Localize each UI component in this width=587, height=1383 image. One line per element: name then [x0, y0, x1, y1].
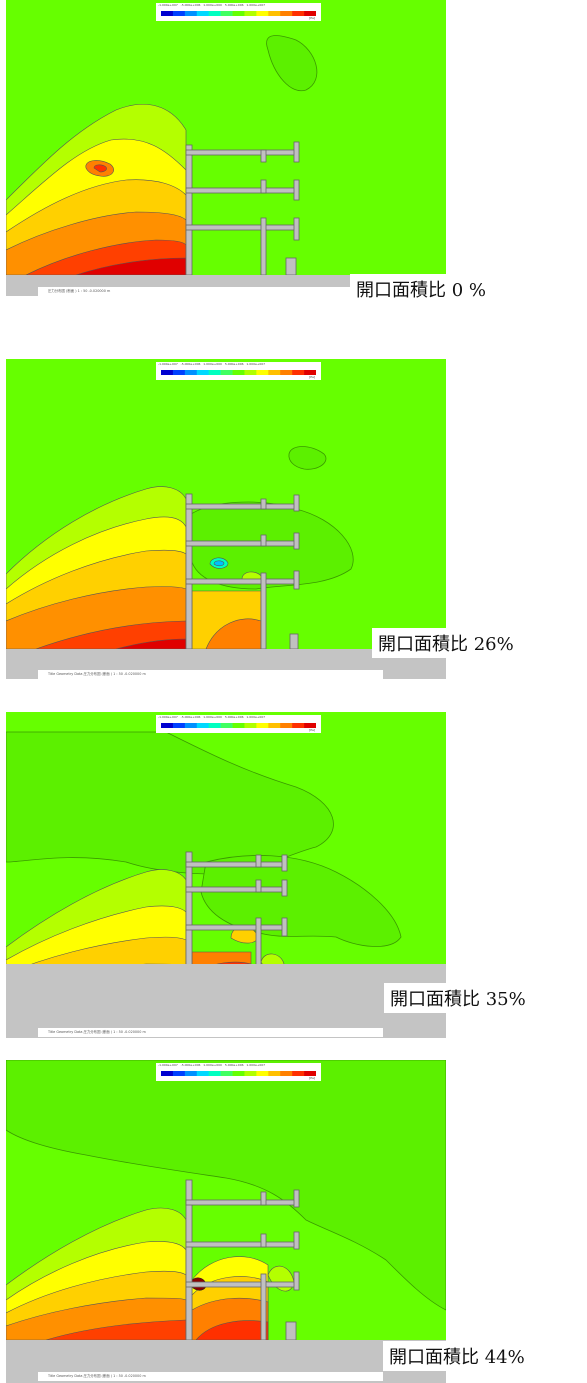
legend-swatch: [221, 723, 233, 728]
legend-swatch: [292, 370, 304, 375]
legend-swatch: [244, 370, 256, 375]
legend-swatch: [173, 370, 185, 375]
plot-footer: Title Geometry Data 圧力分布図 (断面 ) 1 : 50 -…: [38, 1028, 383, 1037]
legend-unit: [Pa]: [309, 1076, 315, 1080]
legend-swatch: [197, 723, 209, 728]
legend-swatch: [221, 11, 233, 16]
legend-swatch: [256, 723, 268, 728]
legend-swatch: [268, 370, 280, 375]
legend-color-bar: [161, 1071, 316, 1076]
legend-swatch: [268, 11, 280, 16]
simulation-panel-2: -1.000e+007 -5.000e+006 1.000e+000 5.000…: [6, 359, 446, 655]
legend-color-bar: [161, 370, 316, 375]
legend-swatch: [268, 723, 280, 728]
color-legend: -1.000e+007 -5.000e+006 1.000e+000 5.000…: [156, 715, 321, 733]
legend-swatch: [209, 11, 221, 16]
legend-swatch: [185, 723, 197, 728]
plot-footer: Title Geometry Data 圧力分布図 (断面 ) 1 : 50 -…: [38, 1372, 383, 1381]
legend-swatch: [280, 1071, 292, 1076]
legend-swatch: [161, 11, 173, 16]
simulation-panel-4: -1.000e+007 -5.000e+006 1.000e+000 5.000…: [6, 1060, 446, 1356]
legend-swatch: [244, 11, 256, 16]
legend-swatch: [233, 1071, 245, 1076]
legend-swatch: [292, 11, 304, 16]
legend-swatch: [292, 1071, 304, 1076]
pressure-contour-plot-1: [6, 0, 446, 296]
legend-swatch: [173, 723, 185, 728]
legend-swatch: [221, 1071, 233, 1076]
panel-caption-2: 開口面積比 26%: [372, 628, 520, 658]
panel-caption-4: 開口面積比 44%: [383, 1341, 531, 1371]
legend-swatch: [221, 370, 233, 375]
legend-swatch: [161, 370, 173, 375]
legend-swatch: [280, 370, 292, 375]
legend-swatch: [173, 1071, 185, 1076]
legend-swatch: [256, 1071, 268, 1076]
color-legend: -1.000e+007 -5.000e+006 1.000e+000 5.000…: [156, 362, 321, 380]
ground-strip-3: [6, 964, 446, 1038]
legend-swatch: [268, 1071, 280, 1076]
legend-swatch: [197, 11, 209, 16]
legend-swatch: [209, 1071, 221, 1076]
legend-ticks: -1.000e+007 -5.000e+006 1.000e+000 5.000…: [158, 1063, 265, 1067]
legend-ticks: -1.000e+007 -5.000e+006 1.000e+000 5.000…: [158, 3, 265, 7]
legend-swatch: [161, 723, 173, 728]
legend-swatch: [185, 11, 197, 16]
legend-swatch: [197, 370, 209, 375]
legend-ticks: -1.000e+007 -5.000e+006 1.000e+000 5.000…: [158, 362, 265, 366]
legend-swatch: [161, 1071, 173, 1076]
legend-unit: [Pa]: [309, 375, 315, 379]
plot-footer: 圧力分布図 (断面 ) 1 : 50 -0.020000 m: [38, 287, 383, 296]
panel-caption-3: 開口面積比 35%: [384, 983, 532, 1013]
legend-swatch: [233, 370, 245, 375]
legend-swatch: [233, 11, 245, 16]
color-legend: -1.000e+007 -5.000e+006 1.000e+000 5.000…: [156, 1063, 321, 1081]
legend-swatch: [209, 723, 221, 728]
legend-color-bar: [161, 11, 316, 16]
legend-swatch: [244, 1071, 256, 1076]
legend-swatch: [244, 723, 256, 728]
legend-swatch: [256, 370, 268, 375]
legend-unit: [Pa]: [309, 16, 315, 20]
legend-unit: [Pa]: [309, 728, 315, 732]
pressure-contour-plot-4: [6, 1060, 446, 1356]
plot-footer: Title Geometry Data 圧力分布図 (断面 ) 1 : 50 -…: [38, 670, 383, 679]
pressure-contour-plot-2: [6, 359, 446, 655]
legend-swatch: [256, 11, 268, 16]
legend-swatch: [185, 370, 197, 375]
legend-swatch: [280, 723, 292, 728]
legend-swatch: [173, 11, 185, 16]
legend-swatch: [292, 723, 304, 728]
legend-swatch: [233, 723, 245, 728]
color-legend: -1.000e+007 -5.000e+006 1.000e+000 5.000…: [156, 3, 321, 21]
legend-swatch: [185, 1071, 197, 1076]
legend-swatch: [280, 11, 292, 16]
panel-caption-1: 開口面積比 0 %: [350, 274, 492, 304]
legend-color-bar: [161, 723, 316, 728]
legend-swatch: [197, 1071, 209, 1076]
legend-swatch: [209, 370, 221, 375]
legend-ticks: -1.000e+007 -5.000e+006 1.000e+000 5.000…: [158, 715, 265, 719]
simulation-panel-1: -1.000e+007 -5.000e+006 1.000e+000 5.000…: [6, 0, 446, 296]
